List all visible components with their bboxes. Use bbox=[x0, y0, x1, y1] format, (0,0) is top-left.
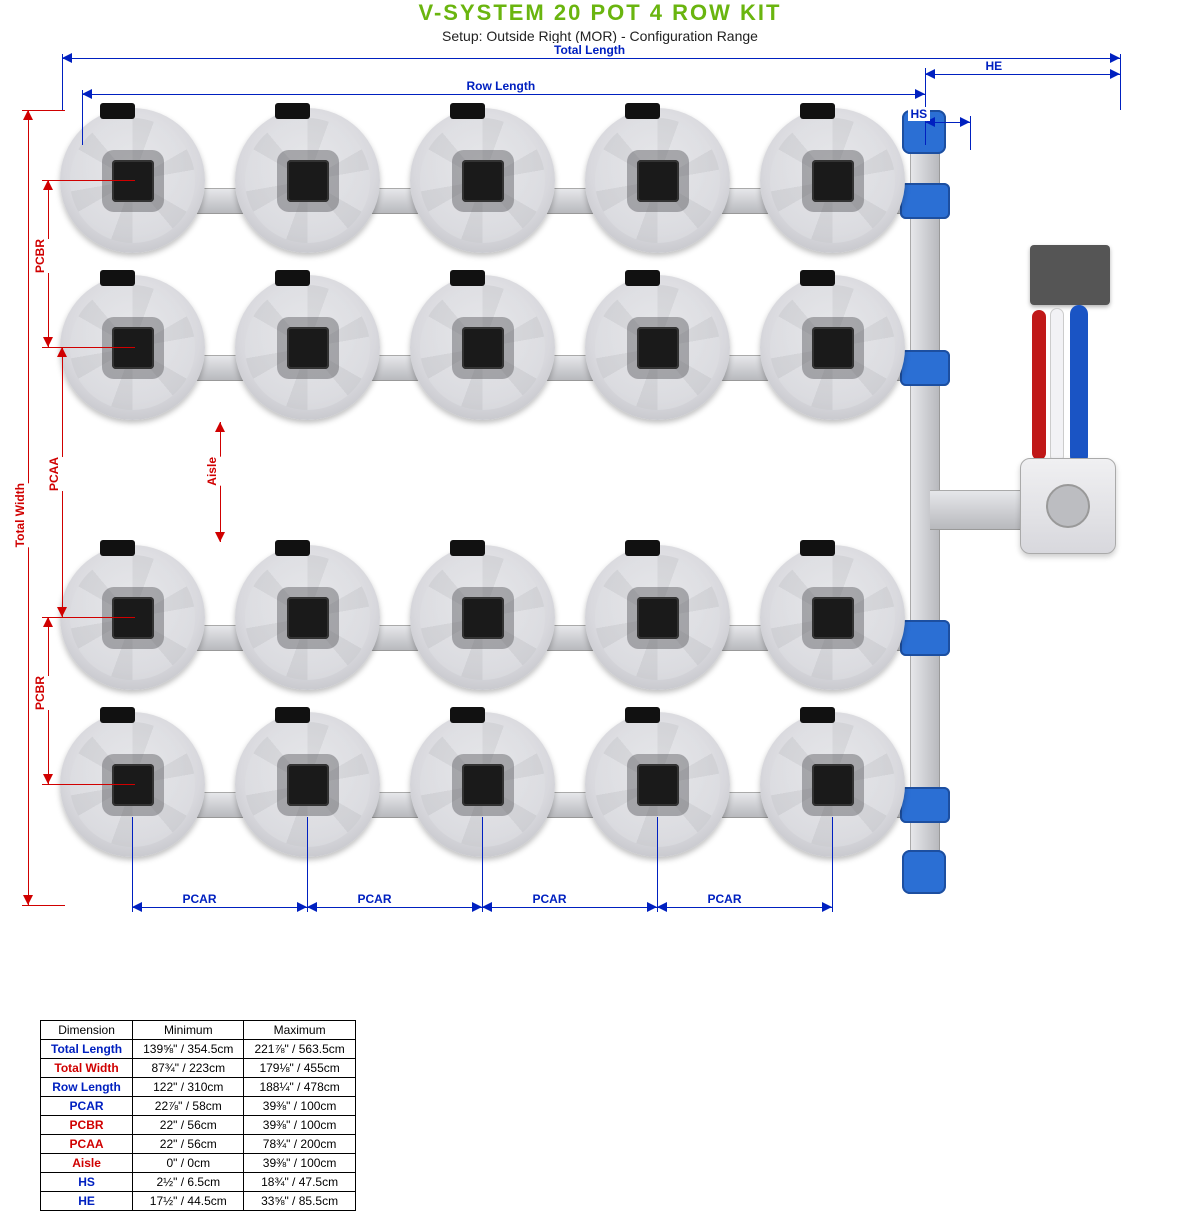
pot bbox=[585, 275, 730, 420]
tee-fitting bbox=[900, 350, 950, 386]
dim-pcar-0 bbox=[132, 907, 307, 908]
tee-fitting bbox=[900, 620, 950, 656]
dim-hs-label: HS bbox=[908, 107, 931, 121]
page-title: V-SYSTEM 20 POT 4 ROW KIT bbox=[0, 0, 1200, 26]
pot bbox=[760, 275, 905, 420]
table-row: HS2½" / 6.5cm18¾" / 47.5cm bbox=[41, 1173, 356, 1192]
dim-pcar-3 bbox=[657, 907, 832, 908]
pot bbox=[235, 545, 380, 690]
red-tube bbox=[1032, 310, 1046, 460]
tee-fitting bbox=[900, 183, 950, 219]
pot bbox=[235, 275, 380, 420]
dim-pcar-2 bbox=[482, 907, 657, 908]
dim-pcbr-bot-label: PCBR bbox=[30, 676, 50, 710]
tee-fitting bbox=[900, 787, 950, 823]
dim-pcbr-top-label: PCBR bbox=[30, 239, 50, 273]
pot bbox=[235, 108, 380, 253]
blue-tube bbox=[1070, 305, 1088, 465]
pot bbox=[760, 108, 905, 253]
dim-pcaa-label: PCAA bbox=[44, 457, 64, 491]
dim-he-label: HE bbox=[983, 59, 1006, 73]
table-header: Maximum bbox=[244, 1021, 355, 1040]
dim-pcar-3-label: PCAR bbox=[705, 892, 745, 906]
dim-aisle-label: Aisle bbox=[202, 457, 222, 486]
pot bbox=[410, 108, 555, 253]
dim-pcar-2-label: PCAR bbox=[530, 892, 570, 906]
pot bbox=[585, 108, 730, 253]
table-row: PCAR22⅞" / 58cm39⅜" / 100cm bbox=[41, 1097, 356, 1116]
pump-feed-pipe bbox=[930, 490, 1030, 530]
pot bbox=[585, 545, 730, 690]
pot bbox=[410, 275, 555, 420]
pot bbox=[410, 545, 555, 690]
table-header: Dimension bbox=[41, 1021, 133, 1040]
white-tube bbox=[1050, 308, 1064, 463]
table-row: Aisle0" / 0cm39⅜" / 100cm bbox=[41, 1154, 356, 1173]
table-row: Total Length139⅝" / 354.5cm221⅞" / 563.5… bbox=[41, 1040, 356, 1059]
page-subtitle: Setup: Outside Right (MOR) - Configurati… bbox=[0, 28, 1200, 44]
dim-total-width-label: Total Width bbox=[10, 483, 30, 547]
dim-he bbox=[925, 74, 1120, 75]
dim-row-length-label: Row Length bbox=[464, 79, 539, 93]
dimensions-table: DimensionMinimumMaximum Total Length139⅝… bbox=[40, 1020, 356, 1211]
reservoir-box bbox=[1020, 458, 1116, 554]
controller-unit bbox=[1030, 245, 1110, 305]
manifold-elbow-bottom bbox=[902, 850, 946, 894]
dim-pcar-0-label: PCAR bbox=[180, 892, 220, 906]
table-row: PCBR22" / 56cm39⅜" / 100cm bbox=[41, 1116, 356, 1135]
dim-pcar-1 bbox=[307, 907, 482, 908]
pot bbox=[760, 545, 905, 690]
dim-total-length-label: Total Length bbox=[551, 43, 628, 57]
table-row: Total Width87¾" / 223cm179⅛" / 455cm bbox=[41, 1059, 356, 1078]
table-header: Minimum bbox=[133, 1021, 244, 1040]
dim-pcar-1-label: PCAR bbox=[355, 892, 395, 906]
system-diagram: Total LengthRow LengthHEHSTotal WidthPCB… bbox=[20, 50, 1180, 970]
table-row: PCAA22" / 56cm78¾" / 200cm bbox=[41, 1135, 356, 1154]
dim-row-length bbox=[82, 94, 925, 95]
table-row: Row Length122" / 310cm188¼" / 478cm bbox=[41, 1078, 356, 1097]
dim-total-length bbox=[62, 58, 1120, 59]
